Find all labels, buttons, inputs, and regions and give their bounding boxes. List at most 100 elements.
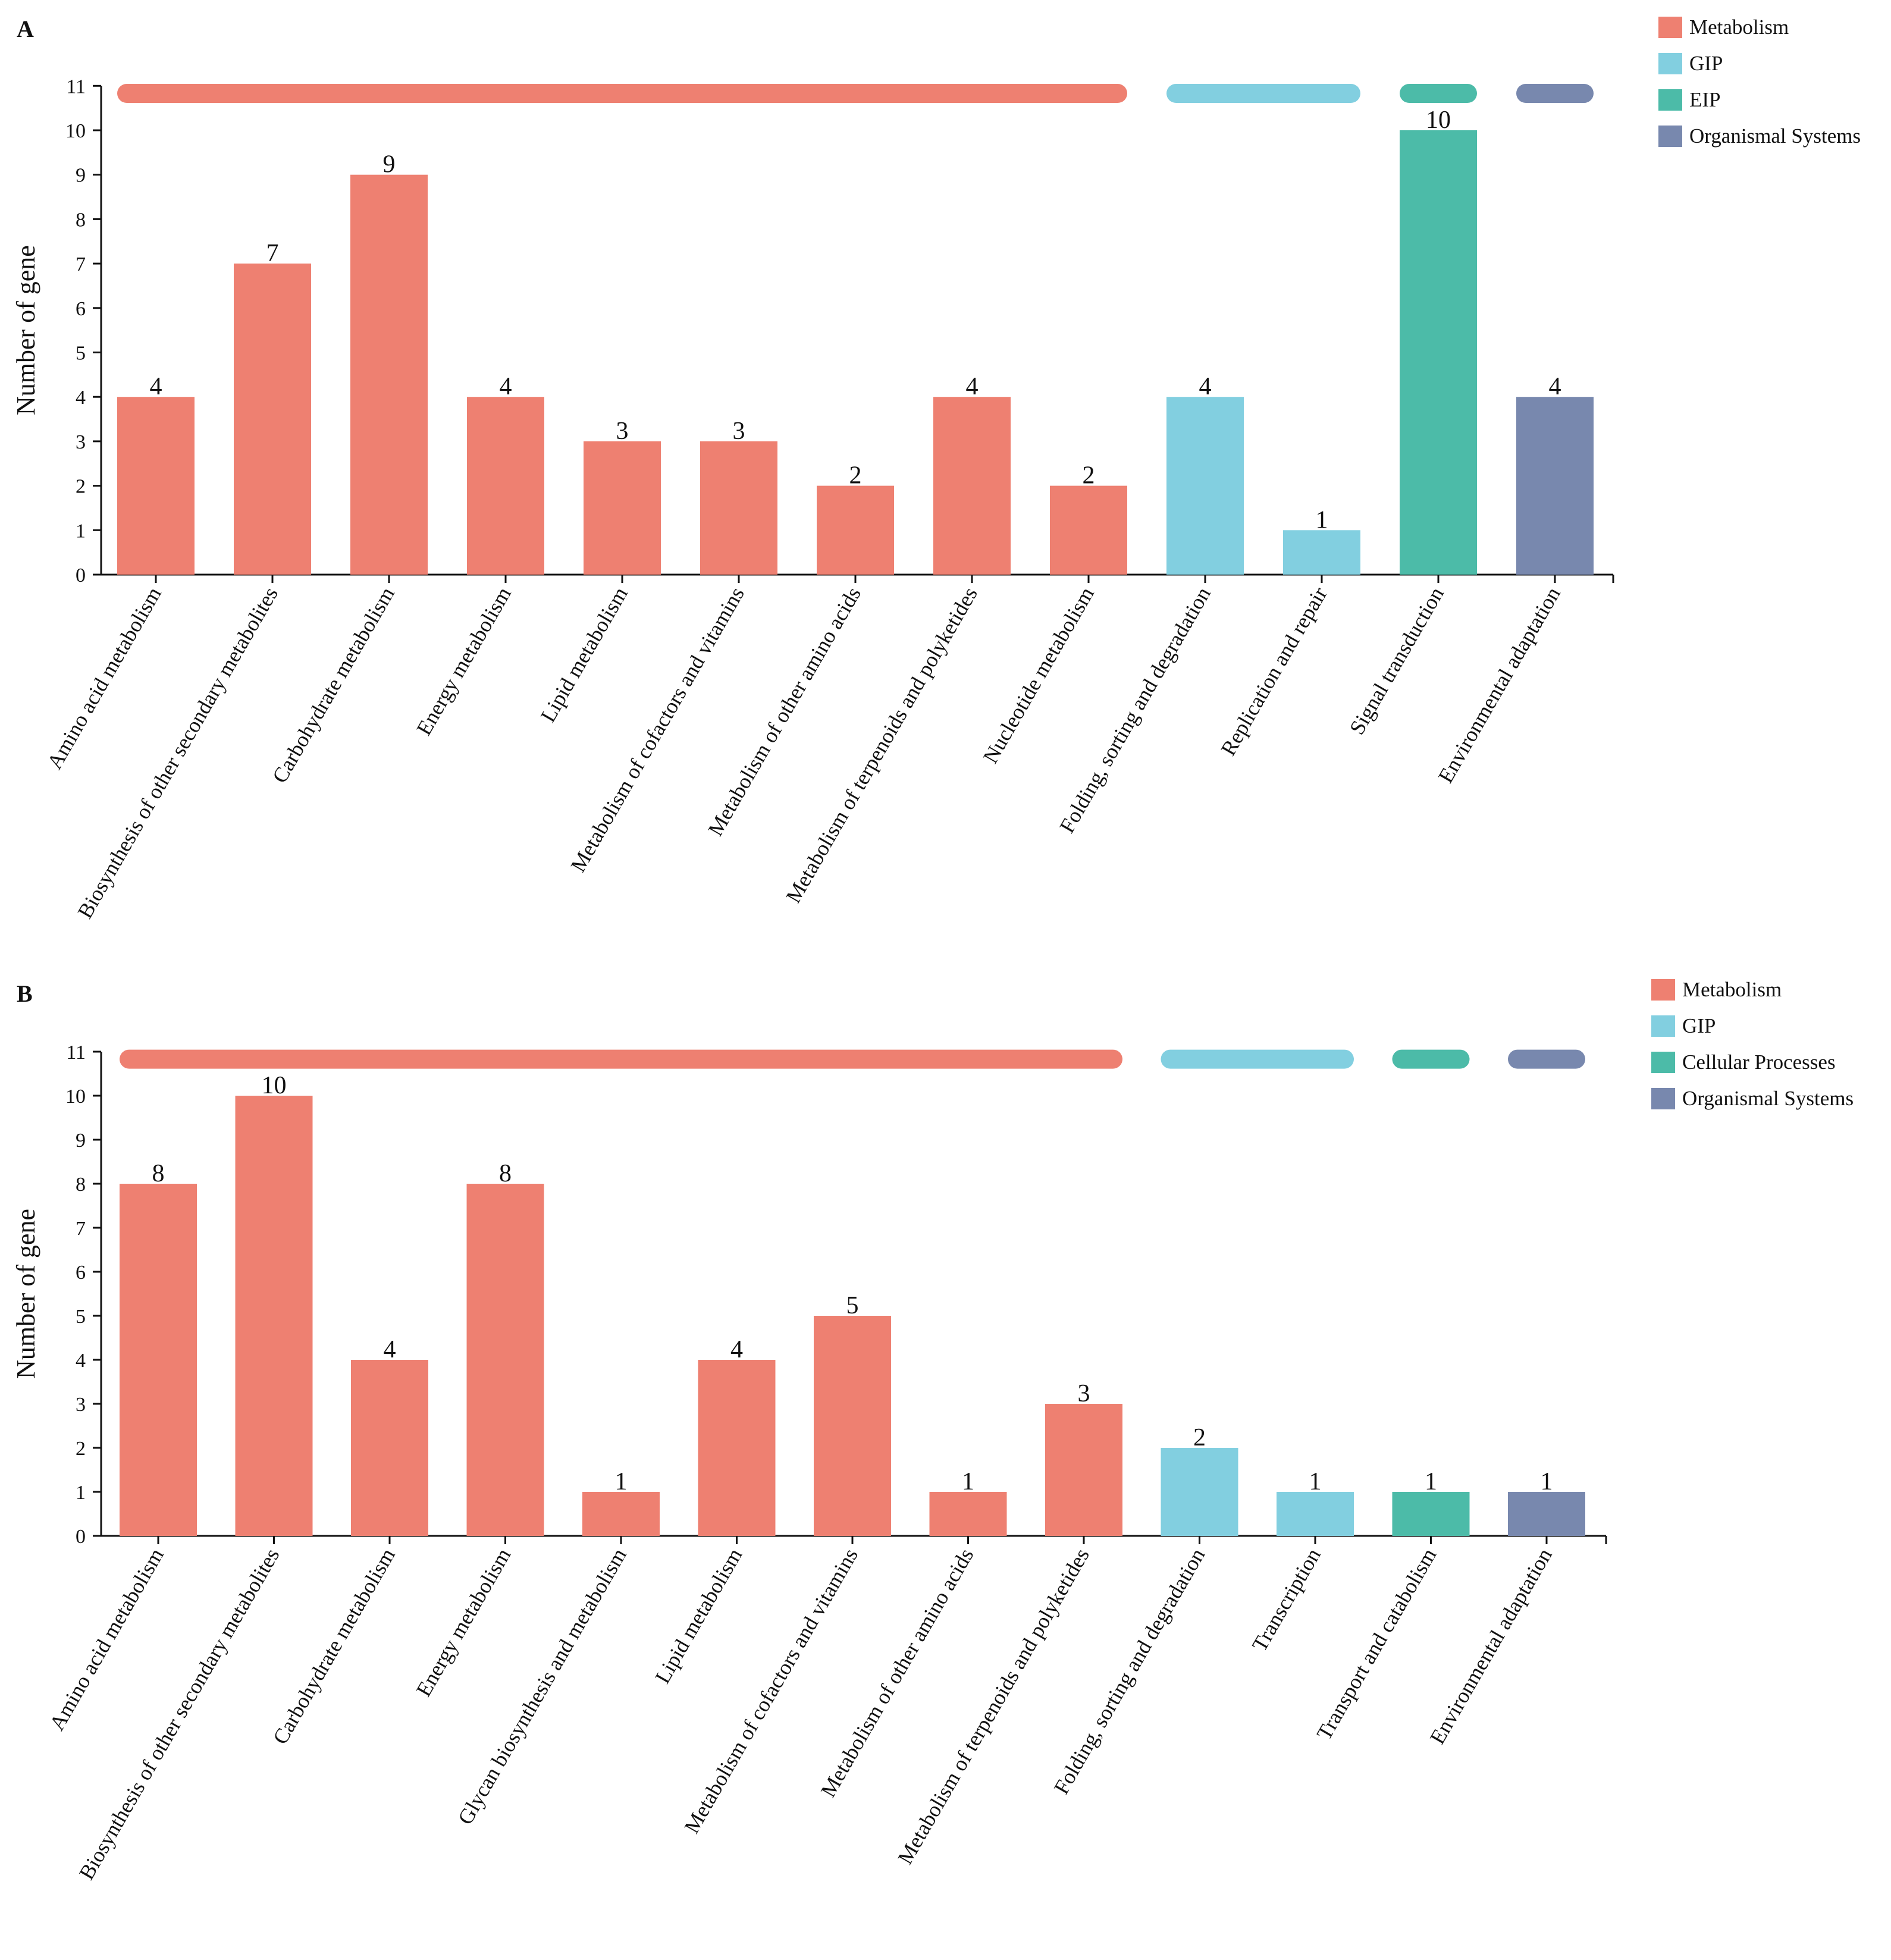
y-tick-label: 6 bbox=[76, 1262, 86, 1284]
y-tick-label: 5 bbox=[76, 1306, 86, 1328]
bar-nucleotide-metabolism bbox=[1050, 485, 1127, 575]
bar-transport-and-catabolism bbox=[1392, 1492, 1470, 1536]
group-bar-metabolism bbox=[120, 1049, 1122, 1069]
value-label: 1 bbox=[1425, 1468, 1437, 1495]
legend-label-gip: GIP bbox=[1689, 52, 1723, 75]
value-label: 1 bbox=[1316, 506, 1328, 534]
bar-replication-and-repair bbox=[1283, 530, 1360, 575]
bar-amino-acid-metabolism bbox=[117, 397, 195, 575]
bar-energy-metabolism bbox=[466, 1184, 544, 1536]
bar-energy-metabolism bbox=[467, 397, 544, 575]
value-label: 5 bbox=[846, 1292, 859, 1319]
bar-environmental-adaptation bbox=[1508, 1492, 1585, 1536]
legend-label-organismal-systems: Organismal Systems bbox=[1689, 124, 1861, 148]
value-label: 3 bbox=[1078, 1380, 1090, 1407]
bar-metabolism-of-other-amino-acids bbox=[817, 485, 894, 575]
legend-swatch-metabolism bbox=[1651, 979, 1675, 1001]
bar-biosynthesis-of-other-secondary-metabolites bbox=[235, 1096, 313, 1536]
y-tick-label: 5 bbox=[76, 343, 86, 365]
y-tick-label: 4 bbox=[76, 387, 86, 409]
bar-transcription bbox=[1277, 1492, 1354, 1536]
bar-metabolism-of-cofactors-and-vitamins bbox=[814, 1316, 891, 1536]
legend-label-metabolism: Metabolism bbox=[1689, 15, 1789, 39]
y-tick-label: 9 bbox=[76, 1130, 86, 1152]
legend-label-cellular-processes: Cellular Processes bbox=[1682, 1050, 1836, 1074]
value-label: 4 bbox=[150, 373, 162, 400]
value-label: 4 bbox=[730, 1336, 743, 1363]
bar-carbohydrate-metabolism bbox=[350, 174, 428, 575]
value-label: 2 bbox=[1083, 462, 1095, 490]
legend-swatch-organismal-systems bbox=[1651, 1088, 1675, 1109]
value-label: 8 bbox=[152, 1160, 165, 1187]
bar-signal-transduction bbox=[1400, 130, 1477, 575]
y-tick-label: 0 bbox=[76, 1526, 86, 1548]
y-tick-label: 10 bbox=[65, 1086, 86, 1108]
y-axis-title: Number of gene bbox=[11, 245, 40, 415]
bar-metabolism-of-cofactors-and-vitamins bbox=[700, 441, 777, 575]
bar-biosynthesis-of-other-secondary-metabolites bbox=[234, 264, 311, 575]
value-label: 4 bbox=[966, 373, 979, 400]
y-tick-label: 1 bbox=[76, 1482, 86, 1504]
y-tick-label: 3 bbox=[76, 431, 86, 453]
value-label: 1 bbox=[1309, 1468, 1322, 1495]
value-label: 10 bbox=[262, 1072, 287, 1099]
panel-label: A bbox=[17, 15, 34, 42]
value-label: 7 bbox=[266, 240, 279, 267]
value-label: 1 bbox=[962, 1468, 974, 1495]
group-bar-gip bbox=[1166, 83, 1360, 103]
y-tick-label: 8 bbox=[76, 1174, 86, 1196]
legend-swatch-organismal-systems bbox=[1658, 126, 1682, 147]
legend-swatch-eip bbox=[1658, 89, 1682, 111]
bar-environmental-adaptation bbox=[1516, 397, 1594, 575]
y-tick-label: 2 bbox=[76, 476, 86, 498]
value-label: 3 bbox=[733, 418, 745, 445]
value-label: 3 bbox=[616, 418, 629, 445]
bar-metabolism-of-terpenoids-and-polyketides bbox=[1045, 1404, 1122, 1536]
bar-carbohydrate-metabolism bbox=[351, 1360, 428, 1536]
group-bar-gip bbox=[1161, 1049, 1354, 1069]
bar-metabolism-of-other-amino-acids bbox=[929, 1492, 1007, 1536]
y-tick-label: 7 bbox=[76, 1218, 86, 1240]
legend-swatch-cellular-processes bbox=[1651, 1052, 1675, 1073]
bar-folding-sorting-and-degradation bbox=[1166, 397, 1244, 575]
y-tick-label: 7 bbox=[76, 253, 86, 275]
value-label: 2 bbox=[1193, 1424, 1206, 1451]
value-label: 4 bbox=[384, 1336, 396, 1363]
group-bar-organismal-systems bbox=[1508, 1049, 1585, 1069]
value-label: 9 bbox=[383, 151, 396, 178]
panel-label: B bbox=[17, 980, 33, 1007]
group-bar-organismal-systems bbox=[1516, 83, 1594, 103]
y-tick-label: 9 bbox=[76, 165, 86, 187]
bar-lipid-metabolism bbox=[698, 1360, 776, 1536]
y-tick-label: 11 bbox=[66, 76, 86, 98]
group-bar-cellular-processes bbox=[1392, 1049, 1470, 1069]
y-tick-label: 3 bbox=[76, 1394, 86, 1416]
y-tick-label: 0 bbox=[76, 565, 86, 587]
bar-metabolism-of-terpenoids-and-polyketides bbox=[933, 397, 1011, 575]
y-tick-label: 2 bbox=[76, 1438, 86, 1460]
bar-glycan-biosynthesis-and-metabolism bbox=[582, 1492, 660, 1536]
y-axis-title: Number of gene bbox=[11, 1209, 40, 1379]
value-label: 2 bbox=[849, 462, 862, 490]
value-label: 4 bbox=[500, 373, 512, 400]
bar-folding-sorting-and-degradation bbox=[1161, 1448, 1238, 1536]
legend-swatch-gip bbox=[1658, 53, 1682, 74]
bar-lipid-metabolism bbox=[584, 441, 661, 575]
value-label: 1 bbox=[615, 1468, 628, 1495]
group-bar-metabolism bbox=[117, 83, 1127, 103]
value-label: 8 bbox=[499, 1160, 512, 1187]
value-label: 10 bbox=[1426, 106, 1451, 134]
value-label: 1 bbox=[1541, 1468, 1553, 1495]
y-tick-label: 11 bbox=[66, 1042, 86, 1064]
group-bar-eip bbox=[1400, 83, 1477, 103]
legend-swatch-metabolism bbox=[1658, 17, 1682, 38]
legend-label-eip: EIP bbox=[1689, 88, 1721, 111]
legend-label-gip: GIP bbox=[1682, 1014, 1716, 1037]
legend-swatch-gip bbox=[1651, 1015, 1675, 1037]
y-tick-label: 6 bbox=[76, 298, 86, 320]
bar-amino-acid-metabolism bbox=[120, 1184, 197, 1536]
y-tick-label: 8 bbox=[76, 209, 86, 231]
y-tick-label: 4 bbox=[76, 1350, 86, 1372]
